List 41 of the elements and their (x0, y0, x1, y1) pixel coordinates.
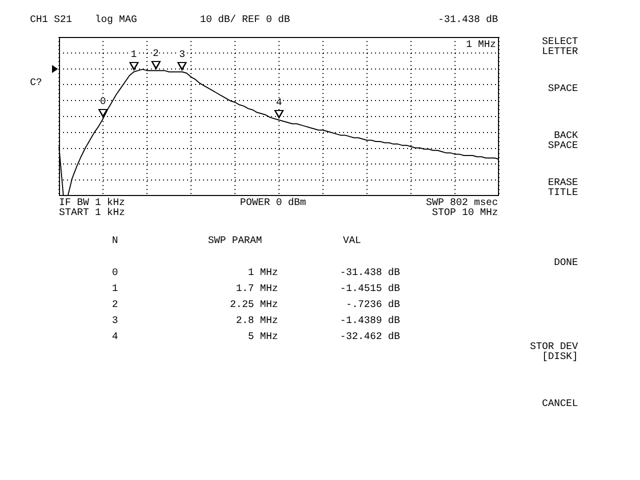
text: 2.25 MHz (230, 300, 278, 311)
text: BACK SPACE (548, 131, 578, 152)
text: -31.438 dB (438, 15, 498, 26)
text: 1 MHz (466, 40, 496, 51)
text: 5 MHz (248, 332, 278, 343)
text: C? (30, 78, 42, 89)
text: 1.7 MHz (236, 284, 278, 295)
text: START 1 kHz (59, 208, 126, 219)
text: 1 (112, 284, 118, 295)
text: -1.4389 dB (340, 316, 400, 327)
text: 0 (112, 268, 118, 279)
text: POWER 0 dBm (240, 198, 306, 209)
text: -.7236 dB (346, 300, 400, 311)
text: 2 (112, 300, 118, 311)
text: DONE (554, 258, 578, 269)
text: SWP PARAM (208, 236, 262, 247)
text: STOR DEV [DISK] (530, 342, 578, 363)
text: SPACE (548, 84, 578, 95)
text: 2 (152, 48, 159, 60)
text: SWP 802 msec (426, 198, 498, 209)
text: log MAG (95, 15, 138, 26)
annotation: 4 (276, 98, 282, 109)
text: IF BW 1 kHz (59, 198, 126, 209)
text: CANCEL (542, 399, 578, 410)
text: 1 (130, 50, 137, 61)
text: 2.8 MHz (236, 316, 278, 327)
text: -32.462 dB (340, 332, 400, 343)
text: 3 (179, 50, 186, 61)
text: ERASE TITLE (548, 178, 578, 199)
text: -1.4515 dB (340, 284, 400, 295)
text: 4 (112, 332, 118, 343)
text: SELECT LETTER (542, 37, 578, 58)
text: 3 (112, 316, 118, 327)
text: N (112, 236, 118, 247)
text: STOP 10 MHz (432, 208, 498, 219)
text: 10 dB/ REF 0 dB (200, 15, 290, 26)
text: VAL (342, 236, 362, 247)
text: -31.438 dB (340, 268, 400, 279)
annotation: 0 (100, 96, 106, 108)
text: CH1 S21 (30, 15, 72, 26)
text: 1 MHz (248, 268, 278, 279)
